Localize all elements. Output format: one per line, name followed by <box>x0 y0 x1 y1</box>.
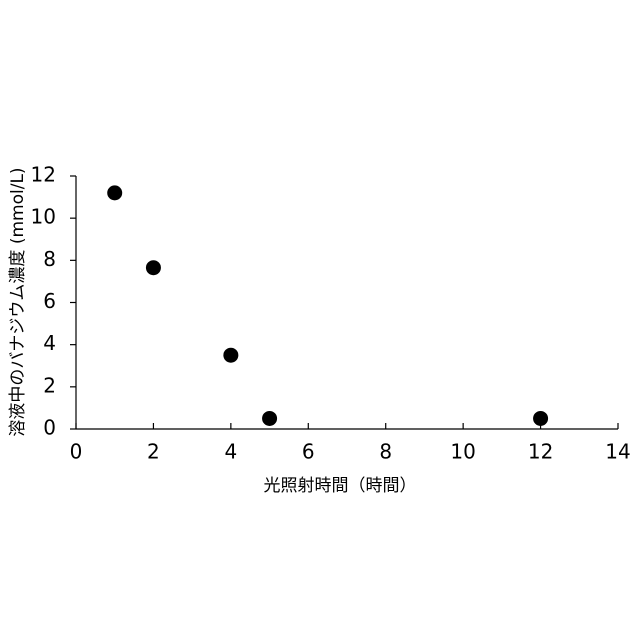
y-tick-label: 4 <box>43 331 56 355</box>
chart: 光照射時間（時間） 溶液中のバナジウム濃度 (mmol/L) 0 2 4 6 8 10 12… <box>0 0 640 640</box>
x-tick-label: 8 <box>379 440 392 464</box>
point <box>107 185 122 200</box>
y-tick-label: 12 <box>31 163 56 187</box>
y-tick-label: 8 <box>43 247 56 271</box>
x-axis-label: 光照射時間（時間） <box>264 476 417 496</box>
x-tick-label: 10 <box>450 440 475 464</box>
y-tick-label: 10 <box>31 205 56 229</box>
y-tick-label: 0 <box>43 416 56 440</box>
y-tick-label: 2 <box>43 373 56 397</box>
x-tick-label: 0 <box>70 440 83 464</box>
y-tick-label: 6 <box>43 289 56 313</box>
point <box>146 260 161 275</box>
x-tick-label: 2 <box>147 440 160 464</box>
x-tick-label: 14 <box>605 440 630 464</box>
point <box>223 348 238 363</box>
x-tick-label: 4 <box>224 440 237 464</box>
point <box>533 411 548 426</box>
y-axis-label: 溶液中のバナジウム濃度 (mmol/L) <box>8 167 28 436</box>
x-tick-label: 6 <box>302 440 315 464</box>
point <box>262 411 277 426</box>
x-tick-label: 12 <box>528 440 553 464</box>
page: {"chart_data": {"type": "scatter", "x_la… <box>0 0 640 644</box>
